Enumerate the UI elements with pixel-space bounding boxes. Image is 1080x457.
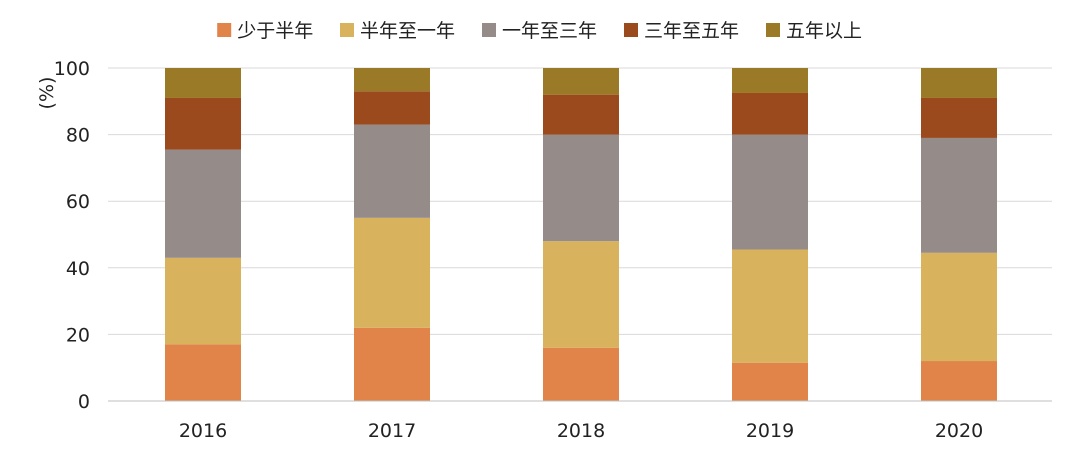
legend-swatch [340,23,354,37]
legend-swatch [482,23,496,37]
bar-segment [732,68,808,93]
bar-segment [921,361,997,401]
legend-swatch [766,23,780,37]
y-tick-label: 100 [54,58,90,80]
bar-segment [732,92,808,135]
bar-segment [921,252,997,362]
bar-segment [543,134,619,242]
x-tick-label: 2018 [557,420,605,442]
y-axis: 0 20 40 60 80 100 [54,58,90,413]
y-tick-label: 60 [66,191,90,213]
legend-swatch [217,23,232,37]
legend: 少于半年 半年至一年 一年至三年 三年至五年 五年以上 [217,20,862,42]
x-tick-label: 2016 [179,420,227,442]
bar-segment [543,68,619,95]
bar-segment [543,241,619,348]
bar-segment [543,347,619,401]
legend-label: 五年以上 [786,20,862,42]
bar-segment [354,124,430,218]
legend-label: 一年至三年 [502,20,597,42]
x-axis: 2016 2017 2018 2019 2020 [179,420,983,442]
y-tick-label: 80 [66,125,90,147]
bar-segment [921,97,997,138]
y-tick-label: 0 [78,391,90,413]
x-tick-label: 2019 [746,420,794,442]
bar-segment [543,94,619,135]
bar-segment [921,137,997,253]
legend-swatch [624,23,638,37]
bar-segment [354,68,430,92]
legend-label: 三年至五年 [644,20,739,42]
x-tick-label: 2017 [368,420,416,442]
legend-label: 半年至一年 [360,20,455,42]
bars [165,68,997,401]
bar-segment [165,149,241,258]
y-axis-label: (%) [36,77,58,110]
legend-label: 少于半年 [237,20,313,42]
bar-segment [165,344,241,401]
bar-segment [732,134,808,250]
y-tick-label: 20 [66,324,90,346]
y-tick-label: 40 [66,258,90,280]
bar-segment [165,97,241,150]
bar-segment [921,68,997,98]
x-tick-label: 2020 [935,420,983,442]
bar-segment [732,249,808,363]
bar-segment [165,257,241,345]
bar-segment [354,91,430,125]
bar-segment [354,217,430,328]
bar-segment [165,68,241,98]
bar-segment [354,327,430,401]
bar-segment [732,362,808,401]
